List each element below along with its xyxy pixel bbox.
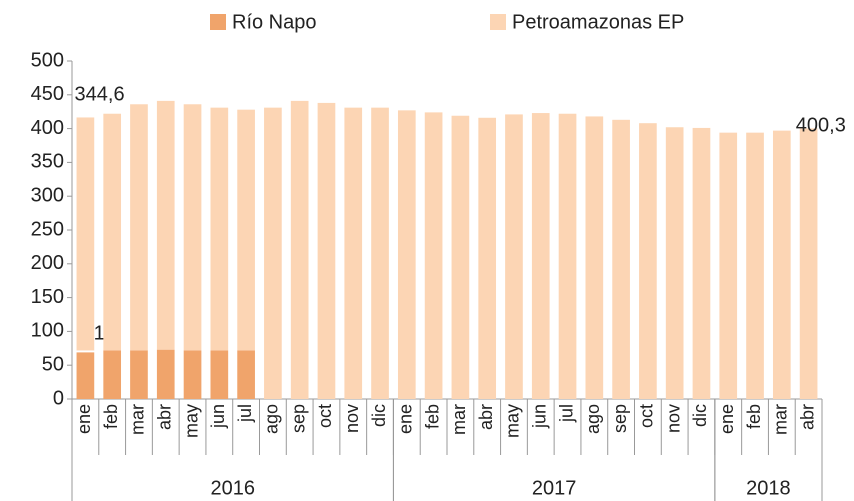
x-tick-label: oct <box>637 404 657 428</box>
x-tick-label: nov <box>663 404 683 433</box>
y-tick-label: 500 <box>31 49 64 71</box>
x-tick-label: ago <box>262 404 282 434</box>
data-label: 400,3 <box>796 115 846 137</box>
x-tick-label: jun <box>208 404 228 429</box>
bar <box>237 350 255 399</box>
y-tick-label: 50 <box>42 353 64 375</box>
x-tick-label: oct <box>315 404 335 428</box>
x-tick-label: mar <box>449 404 469 435</box>
bar <box>76 350 95 399</box>
x-tick-label: mar <box>128 404 148 435</box>
year-label: 2017 <box>532 477 577 499</box>
x-tick-label: dic <box>690 404 710 427</box>
bar <box>451 115 470 400</box>
bar <box>290 100 309 399</box>
x-tick-label: jun <box>530 404 550 429</box>
y-tick-label: 400 <box>31 117 64 139</box>
bar <box>156 100 175 350</box>
x-tick-label: ene <box>74 404 94 434</box>
bar <box>183 104 202 351</box>
x-tick-label: feb <box>744 404 764 429</box>
bar <box>397 110 416 400</box>
bar <box>183 350 202 399</box>
legend-swatch <box>490 14 506 30</box>
year-label: 2018 <box>746 477 791 499</box>
x-tick-label: sep <box>610 404 630 433</box>
bar <box>103 350 122 399</box>
bar <box>130 104 148 351</box>
y-tick-label: 350 <box>31 151 64 173</box>
y-tick-label: 0 <box>53 387 64 409</box>
x-tick-label: nov <box>342 404 362 433</box>
bar <box>719 132 738 399</box>
bar <box>799 128 818 399</box>
y-tick-label: 150 <box>31 286 64 308</box>
y-tick-label: 250 <box>31 218 64 240</box>
x-tick-label: may <box>503 404 523 438</box>
y-tick-label: 100 <box>31 320 64 342</box>
y-tick-label: 300 <box>31 184 64 206</box>
y-tick-label: 200 <box>31 252 64 274</box>
x-tick-label: sep <box>288 404 308 433</box>
bar <box>665 127 684 400</box>
x-tick-label: ene <box>717 404 737 434</box>
bar <box>558 113 577 399</box>
x-tick-label: dic <box>369 404 389 427</box>
x-tick-label: ene <box>396 404 416 434</box>
x-tick-label: jul <box>235 404 255 423</box>
y-tick-label: 450 <box>31 83 64 105</box>
bar <box>772 130 791 400</box>
bar <box>692 127 711 399</box>
bar <box>746 132 764 399</box>
bar <box>344 107 363 400</box>
x-tick-label: may <box>181 404 201 438</box>
bar <box>531 113 550 399</box>
x-tick-label: feb <box>101 404 121 429</box>
legend-swatch <box>210 14 226 30</box>
bar <box>156 349 175 399</box>
bar <box>130 350 148 399</box>
bar <box>317 102 336 400</box>
bar <box>424 112 443 399</box>
bar <box>371 107 389 400</box>
bar <box>210 350 229 399</box>
bar <box>210 107 229 351</box>
x-tick-label: jul <box>556 404 576 423</box>
x-tick-label: abr <box>155 404 175 430</box>
bar <box>103 113 122 351</box>
x-tick-label: ago <box>583 404 603 434</box>
bar <box>264 107 282 400</box>
legend-label: Río Napo <box>232 11 317 33</box>
data-label: 344,6 <box>75 84 125 106</box>
bar <box>478 117 497 399</box>
bar <box>585 116 604 399</box>
bar <box>237 109 255 351</box>
legend-label: Petroamazonas EP <box>512 11 684 33</box>
x-tick-label: feb <box>422 404 442 429</box>
bar <box>612 119 630 399</box>
bar <box>76 117 95 351</box>
bar <box>505 114 523 400</box>
year-label: 2016 <box>210 477 255 499</box>
x-tick-label: abr <box>476 404 496 430</box>
x-tick-label: abr <box>797 404 817 430</box>
bar <box>639 123 657 399</box>
x-tick-label: mar <box>771 404 791 435</box>
